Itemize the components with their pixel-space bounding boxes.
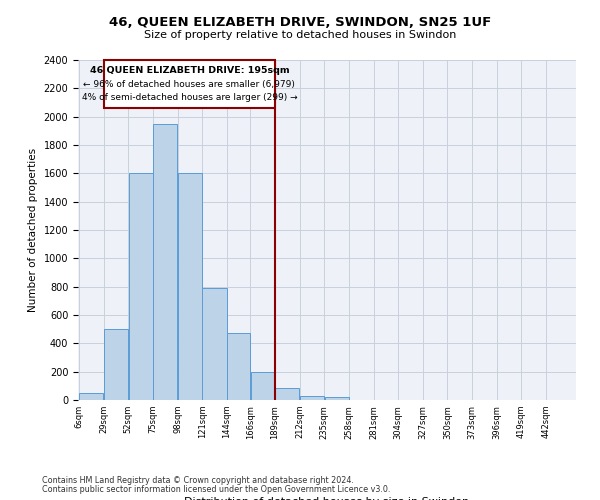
Bar xyxy=(227,334,250,400)
Bar xyxy=(128,174,153,400)
Text: 46, QUEEN ELIZABETH DRIVE, SWINDON, SN25 1UF: 46, QUEEN ELIZABETH DRIVE, SWINDON, SN25… xyxy=(109,16,491,29)
Bar xyxy=(275,388,299,400)
X-axis label: Distribution of detached houses by size in Swindon: Distribution of detached houses by size … xyxy=(184,497,470,500)
Y-axis label: Number of detached properties: Number of detached properties xyxy=(28,148,38,312)
Text: Contains HM Land Registry data © Crown copyright and database right 2024.: Contains HM Land Registry data © Crown c… xyxy=(42,476,354,485)
Text: ← 96% of detached houses are smaller (6,979): ← 96% of detached houses are smaller (6,… xyxy=(83,80,295,88)
Text: Contains public sector information licensed under the Open Government Licence v3: Contains public sector information licen… xyxy=(42,484,391,494)
Bar xyxy=(178,174,202,400)
Bar xyxy=(202,288,227,400)
Bar xyxy=(300,396,324,400)
Bar xyxy=(325,397,349,400)
Bar xyxy=(153,124,178,400)
Bar xyxy=(79,393,103,400)
Text: 46 QUEEN ELIZABETH DRIVE: 195sqm: 46 QUEEN ELIZABETH DRIVE: 195sqm xyxy=(89,66,289,75)
Bar xyxy=(104,60,275,108)
Bar xyxy=(104,329,128,400)
Bar xyxy=(251,372,275,400)
Text: Size of property relative to detached houses in Swindon: Size of property relative to detached ho… xyxy=(144,30,456,40)
Text: 4% of semi-detached houses are larger (299) →: 4% of semi-detached houses are larger (2… xyxy=(82,93,297,102)
